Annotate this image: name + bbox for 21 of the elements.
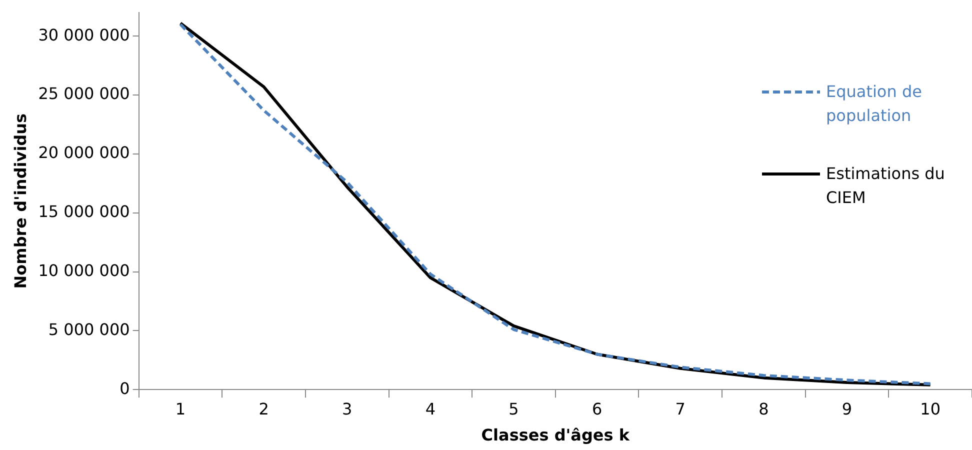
y-tick-label: 30 000 000 <box>38 25 130 44</box>
x-tick-label: 4 <box>425 399 436 418</box>
x-tick-label: 10 <box>920 399 941 418</box>
legend-label: Estimations du CIEM <box>826 163 946 209</box>
x-tick-label: 8 <box>758 399 769 418</box>
y-tick-label: 15 000 000 <box>38 202 130 222</box>
x-tick-label: 3 <box>342 399 352 418</box>
x-axis-title: Classes d'âges k <box>481 426 630 445</box>
y-tick-label: 20 000 000 <box>38 143 130 162</box>
y-axis-title: Nombre d'individus <box>10 113 30 289</box>
x-tick-label: 7 <box>675 399 686 418</box>
legend-label: Equation de population <box>826 81 923 127</box>
y-tick-label: 10 000 000 <box>38 260 130 280</box>
y-tick-label: 5 000 000 <box>48 320 130 339</box>
x-tick-label: 2 <box>258 399 269 418</box>
x-tick-label: 1 <box>175 399 186 418</box>
x-tick-label: 9 <box>842 399 852 418</box>
x-tick-label: 5 <box>508 399 519 418</box>
x-tick-label: 6 <box>592 399 602 418</box>
y-tick-label: 0 <box>120 378 130 398</box>
y-tick-label: 25 000 000 <box>38 84 130 104</box>
